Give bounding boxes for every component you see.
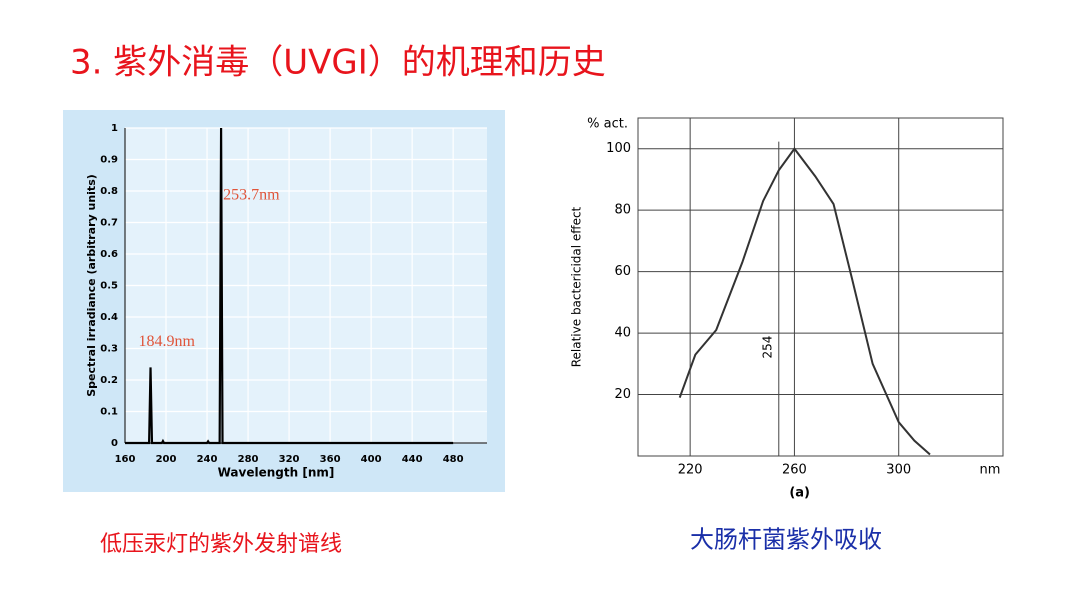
x-tick-label: 360 xyxy=(320,454,341,465)
y-tick-label: 0.8 xyxy=(100,186,118,197)
reference-label: 254 xyxy=(760,336,774,359)
caption: 低压汞灯的紫外发射谱线 xyxy=(100,532,342,557)
x-tick-label: 400 xyxy=(361,454,382,465)
x-tick-label: 240 xyxy=(197,454,218,465)
plot-frame xyxy=(637,117,1004,457)
y-tick-label: 100 xyxy=(606,141,631,156)
x-tick-label: 320 xyxy=(279,454,300,465)
slide-title: 3. 紫外消毒（UVGI）的机理和历史 xyxy=(70,43,606,83)
x-tick-label: 260 xyxy=(782,463,807,478)
y-tick-label: 0.4 xyxy=(100,312,118,323)
y-axis-label: Relative bactericidal effect xyxy=(570,206,584,367)
y-tick-label: 1 xyxy=(111,123,118,134)
y-tick-label: 0.3 xyxy=(100,344,118,355)
y-tick-label: 0 xyxy=(111,438,118,449)
data-line xyxy=(125,127,454,445)
y-tick-label: 0.6 xyxy=(100,249,118,260)
x-tick-label: 300 xyxy=(886,463,911,478)
x-tick-label: 220 xyxy=(678,463,703,478)
chart-caption: (a) xyxy=(789,486,810,501)
x-tick-label: 480 xyxy=(443,454,464,465)
y-tick-label: 0.2 xyxy=(100,375,118,386)
y-tick-label: 0.9 xyxy=(100,155,118,166)
x-axis-label: Wavelength [nm] xyxy=(218,466,335,480)
x-tick-label: 280 xyxy=(238,454,259,465)
x-tick-label: 200 xyxy=(156,454,177,465)
y-tick-label: 80 xyxy=(614,203,631,218)
y-tick-label: 0.5 xyxy=(100,281,118,292)
y-tick-label: 0.7 xyxy=(100,218,118,229)
y-tick-label: 60 xyxy=(614,264,631,279)
peak-annotation: 184.9nm xyxy=(139,333,196,350)
y-axis-label: Spectral irradiance (arbitrary units) xyxy=(85,174,98,397)
x-unit-label: nm xyxy=(980,463,1001,478)
y-tick-label: 40 xyxy=(614,326,631,341)
peak-annotation: 253.7nm xyxy=(223,187,280,204)
caption: 大肠杆菌紫外吸收 xyxy=(690,526,882,554)
y-tick-label: 0.1 xyxy=(100,407,118,418)
y-tick-label: 20 xyxy=(614,387,631,402)
y-unit-label: % act. xyxy=(587,117,628,132)
data-line xyxy=(678,147,931,456)
x-tick-label: 160 xyxy=(115,454,136,465)
x-tick-label: 440 xyxy=(402,454,423,465)
